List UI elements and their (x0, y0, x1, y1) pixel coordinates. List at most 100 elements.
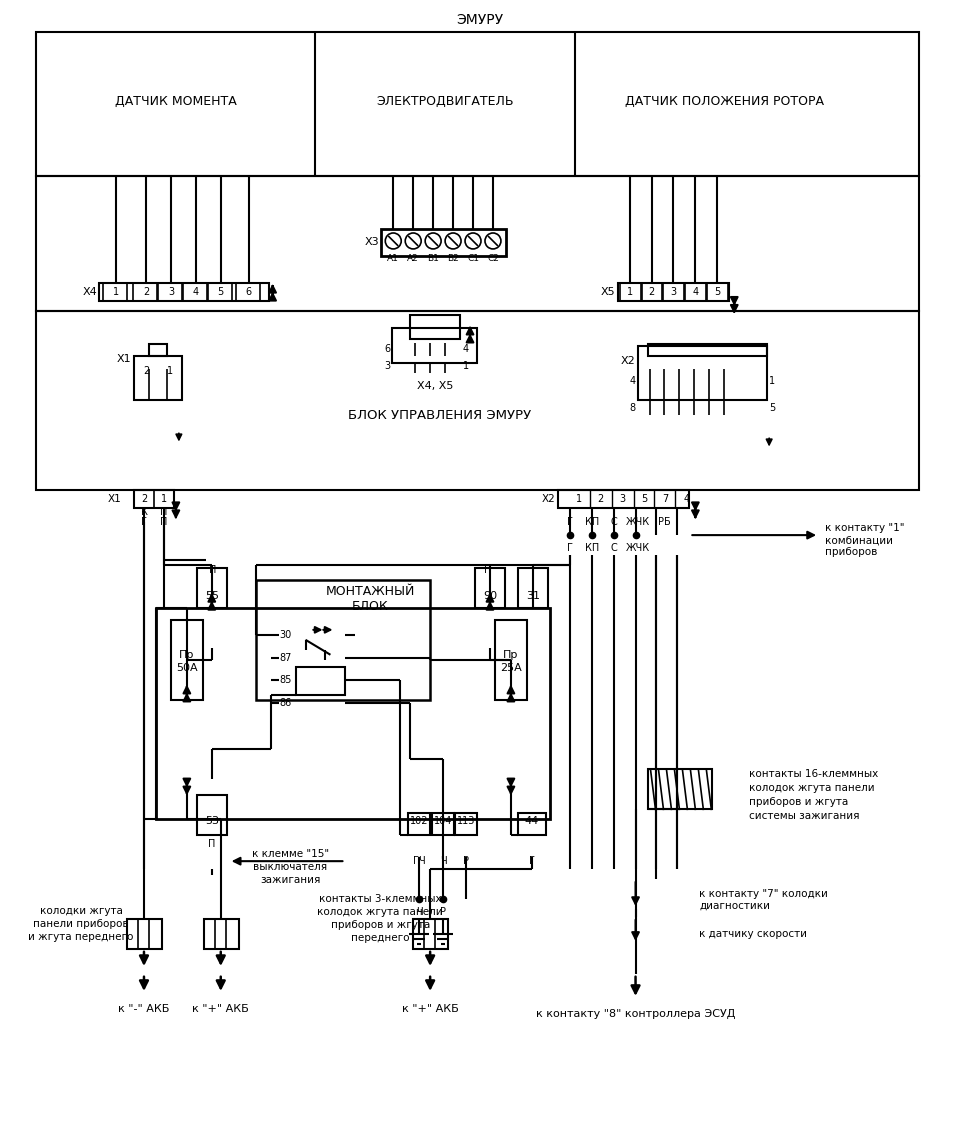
Text: Г: Г (484, 564, 490, 575)
Text: к "-" АКБ: к "-" АКБ (118, 1004, 170, 1013)
Text: 5: 5 (218, 286, 224, 297)
Bar (410, 315, 460, 339)
Text: 4: 4 (630, 376, 636, 386)
Text: 102: 102 (410, 816, 428, 827)
Text: 3: 3 (168, 286, 174, 297)
Text: П: П (209, 564, 216, 575)
Text: 3: 3 (619, 495, 626, 504)
Bar (647, 769, 712, 810)
Text: 44: 44 (525, 816, 539, 827)
Text: П: П (208, 839, 215, 850)
Text: ЖЧК: ЖЧК (626, 518, 650, 527)
Text: 1: 1 (167, 365, 173, 376)
Text: 1: 1 (113, 286, 119, 297)
Bar (99, 283, 269, 301)
Bar (432, 813, 454, 835)
Text: Р: Р (463, 856, 469, 866)
Text: панели приборов: панели приборов (34, 919, 129, 929)
Bar (495, 619, 527, 700)
Text: контакты 3-клеммных: контакты 3-клеммных (319, 894, 442, 905)
Text: ДАТЧИК МОМЕНТА: ДАТЧИК МОМЕНТА (115, 95, 237, 108)
Text: колодок жгута панели: колодок жгута панели (318, 907, 444, 917)
Text: A2: A2 (407, 254, 420, 263)
Text: Х1: Х1 (116, 354, 131, 364)
Text: приборов: приборов (825, 547, 877, 558)
Text: переднего: переднего (351, 933, 410, 943)
Bar (647, 344, 767, 356)
Text: к "+" АКБ: к "+" АКБ (192, 1004, 250, 1013)
Text: БЛОК: БЛОК (352, 600, 389, 614)
Text: и жгута переднего: и жгута переднего (29, 932, 133, 942)
Text: к "+" АКБ: к "+" АКБ (402, 1004, 459, 1013)
Text: КП: КП (585, 543, 599, 553)
Text: Р: Р (440, 907, 446, 917)
Text: 4: 4 (463, 344, 469, 354)
Text: ГЧ: ГЧ (413, 856, 425, 866)
Text: 3: 3 (670, 286, 677, 297)
Bar (134, 490, 174, 508)
Text: Х4: Х4 (83, 286, 97, 297)
Bar (393, 327, 477, 363)
Text: 5: 5 (769, 403, 776, 413)
Text: Ч: Ч (416, 907, 422, 917)
Text: комбинации: комбинации (825, 535, 893, 545)
Text: 1: 1 (627, 286, 633, 297)
Text: A1: A1 (387, 254, 399, 263)
Text: контакты 16-клеммных: контакты 16-клеммных (749, 769, 878, 780)
Bar (36, 310, 919, 490)
Bar (134, 356, 181, 401)
Text: 1: 1 (161, 495, 167, 504)
Text: 3: 3 (384, 361, 391, 371)
Text: Х3: Х3 (365, 237, 379, 247)
Bar (36, 32, 919, 176)
Bar (617, 283, 730, 301)
Bar (197, 568, 227, 608)
Text: 31: 31 (526, 591, 540, 601)
Text: ЭЛЕКТРОДВИГАТЕЛЬ: ЭЛЕКТРОДВИГАТЕЛЬ (376, 95, 514, 108)
Text: 55: 55 (204, 591, 219, 601)
Text: диагностики: диагностики (700, 901, 770, 911)
Text: 30: 30 (279, 630, 292, 640)
Text: 6: 6 (384, 344, 391, 354)
Text: Х2: Х2 (542, 495, 556, 504)
Bar (517, 568, 548, 608)
Text: C1: C1 (467, 254, 479, 263)
Bar (236, 283, 259, 301)
Bar (182, 283, 206, 301)
Bar (381, 229, 506, 256)
Bar (197, 796, 227, 835)
Text: 8: 8 (630, 403, 636, 413)
Bar (637, 346, 767, 401)
Text: 85: 85 (279, 674, 292, 685)
Text: 1: 1 (769, 376, 776, 386)
Text: приборов и жгута: приборов и жгута (330, 919, 430, 930)
Bar (619, 283, 640, 301)
Text: C2: C2 (487, 254, 499, 263)
Text: 113: 113 (457, 816, 475, 827)
Text: Г: Г (566, 543, 573, 553)
Text: колодок жгута панели: колодок жгута панели (749, 783, 875, 793)
Bar (663, 283, 684, 301)
Bar (207, 283, 231, 301)
Text: Г: Г (141, 518, 147, 527)
Text: 25А: 25А (500, 663, 522, 673)
Bar (255, 581, 430, 700)
Text: 1: 1 (463, 361, 469, 371)
Bar (158, 283, 181, 301)
Bar (204, 919, 239, 949)
Text: к датчику скорости: к датчику скорости (700, 929, 807, 939)
Text: РБ: РБ (659, 518, 671, 527)
Text: к контакту "8" контроллера ЭСУД: к контакту "8" контроллера ЭСУД (536, 1009, 735, 1019)
Bar (475, 568, 505, 608)
Text: 5: 5 (641, 495, 648, 504)
Text: 2: 2 (648, 286, 655, 297)
Text: 2: 2 (141, 495, 147, 504)
Bar (517, 813, 546, 835)
Text: 7: 7 (662, 495, 668, 504)
Text: С: С (611, 543, 617, 553)
Text: 4: 4 (692, 286, 699, 297)
Text: B2: B2 (447, 254, 459, 263)
Text: к контакту "7" колодки: к контакту "7" колодки (700, 889, 828, 899)
Text: 87: 87 (279, 653, 292, 663)
Text: 50А: 50А (176, 663, 198, 673)
